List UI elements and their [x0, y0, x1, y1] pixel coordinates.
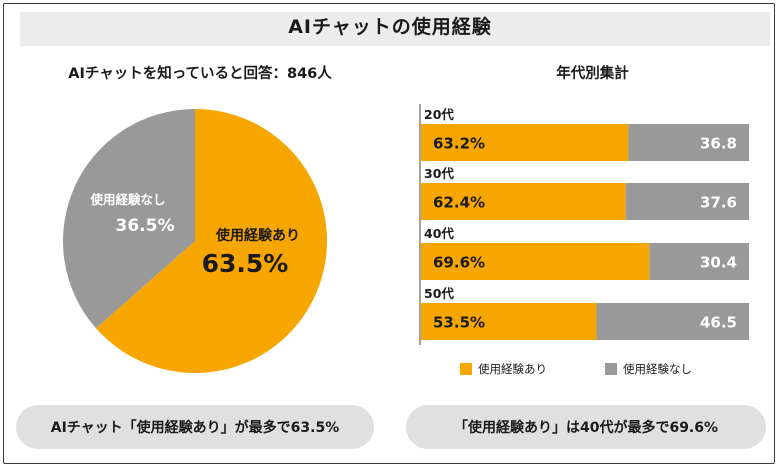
summary-pill-left: AIチャット「使用経験あり」が最多で63.5% [16, 405, 374, 449]
bar-label-used-2: 69.6% [433, 254, 485, 272]
bar-notused-2 [649, 243, 749, 280]
bar-label-used-3: 53.5% [433, 314, 485, 332]
bar-notused-3 [596, 303, 749, 340]
legend-item-notused: 使用経験なし [605, 361, 692, 377]
bar-label-notused-2: 30.4 [700, 254, 737, 272]
bar-label-notused-1: 37.6 [700, 194, 737, 212]
bar-used-0 [421, 124, 629, 161]
bar-category-3: 50代 [424, 286, 454, 301]
pie-slice-notused [63, 109, 195, 329]
pie-label-used-value: 63.5% [202, 249, 289, 278]
legend-label-notused: 使用経験なし [623, 362, 692, 376]
pie-label-used-name: 使用経験あり [215, 227, 300, 244]
bar-used-2 [421, 243, 650, 280]
summary-pill-right: 「使用経験あり」は40代が最多で69.6% [406, 405, 766, 449]
bar-used-1 [421, 183, 626, 220]
bar-category-2: 40代 [424, 226, 454, 241]
pie-slice-used [95, 109, 328, 374]
pie-label-notused-value: 36.5% [116, 216, 175, 236]
legend-swatch-notused [605, 363, 617, 375]
bar-used-3 [421, 303, 597, 340]
pie-chart-title: AIチャットを知っていると回答：846人 [68, 66, 332, 82]
pie-label-notused-name: 使用経験なし [89, 192, 165, 207]
bar-notused-1 [625, 183, 749, 220]
bar-label-used-1: 62.4% [433, 194, 485, 212]
legend-label-used: 使用経験あり [478, 362, 547, 376]
bar-chart-title: 年代別集計 [556, 66, 629, 82]
bar-label-used-0: 63.2% [433, 135, 485, 153]
bar-category-1: 30代 [424, 166, 454, 181]
legend-swatch-used [460, 363, 472, 375]
bar-label-notused-3: 46.5 [700, 314, 737, 332]
bar-notused-0 [628, 124, 749, 161]
legend-item-used: 使用経験あり [460, 361, 547, 377]
bar-category-0: 20代 [424, 107, 454, 122]
title-band [20, 12, 770, 46]
bar-label-notused-0: 36.8 [700, 135, 737, 153]
page-title: AIチャットの使用経験 [288, 16, 492, 38]
